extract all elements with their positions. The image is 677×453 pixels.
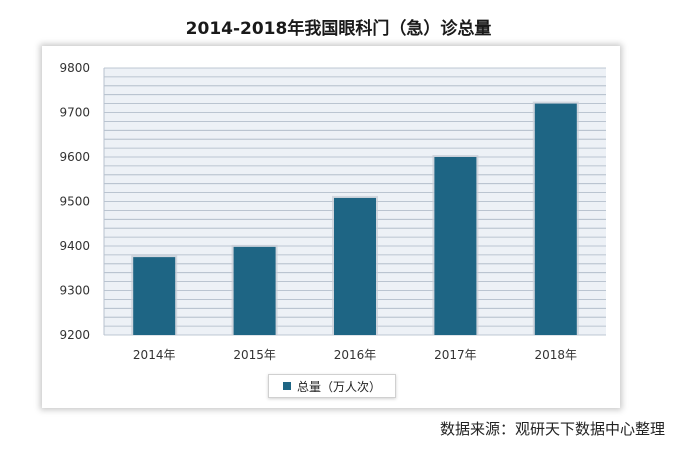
x-tick-label: 2018年 [535, 348, 578, 362]
y-tick-label: 9700 [59, 106, 90, 120]
source-note: 数据来源：观研天下数据中心整理 [439, 420, 665, 438]
bar-2016年 [334, 197, 376, 335]
legend-swatch [282, 382, 291, 390]
bar-2015年 [233, 246, 276, 335]
x-tick-label: 2014年 [133, 348, 176, 362]
y-tick-label: 9300 [59, 284, 90, 298]
y-tick-label: 9200 [59, 328, 90, 342]
y-tick-label: 9600 [59, 150, 90, 164]
x-tick-label: 2015年 [233, 348, 276, 362]
y-tick-label: 9800 [59, 61, 90, 75]
x-tick-label: 2017年 [434, 348, 477, 362]
x-tick-label: 2016年 [334, 348, 377, 362]
legend-label: 总量（万人次） [296, 379, 381, 394]
bar-2017年 [434, 157, 477, 335]
legend: 总量（万人次） [268, 374, 396, 398]
y-tick-label: 9500 [59, 195, 90, 209]
y-tick-label: 9400 [59, 239, 90, 253]
bar-2014年 [133, 257, 176, 335]
chart-title: 2014-2018年我国眼科门（急）诊总量 [185, 19, 492, 39]
bar-2018年 [534, 103, 577, 335]
